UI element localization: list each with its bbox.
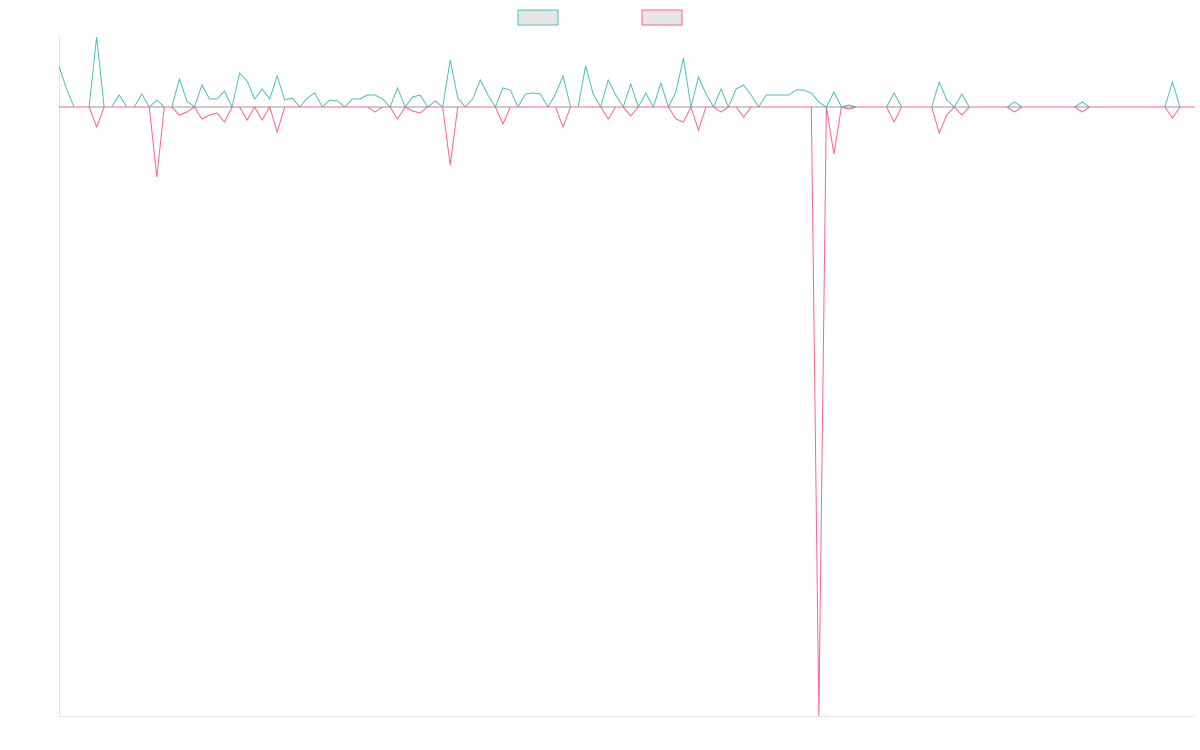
series-line xyxy=(59,105,1195,717)
legend-swatch xyxy=(641,9,683,26)
legend-swatch xyxy=(517,9,559,26)
series-line xyxy=(58,36,1195,109)
